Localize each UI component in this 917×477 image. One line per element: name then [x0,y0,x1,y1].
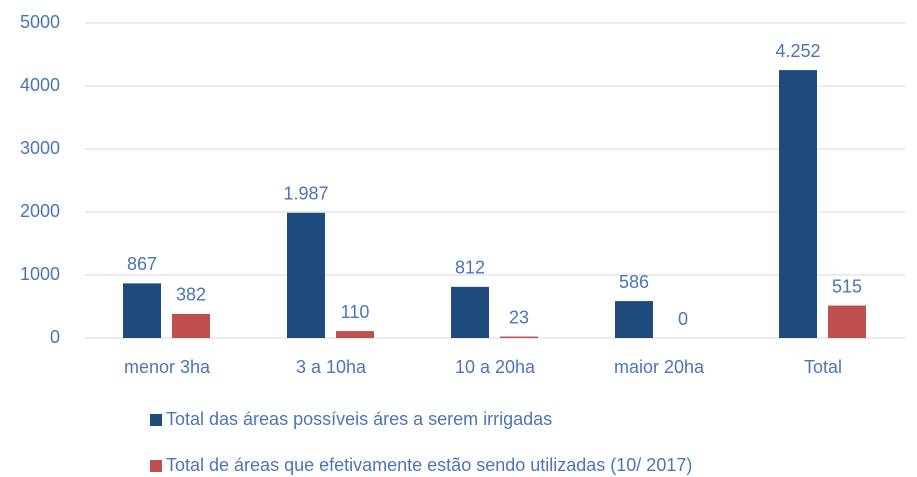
data-label: 382 [176,285,206,305]
bar [828,305,866,338]
data-label: 4.252 [775,41,820,61]
data-label: 23 [509,307,529,327]
y-tick-label: 1000 [20,264,60,284]
y-tick-label: 5000 [20,12,60,32]
bar [336,331,374,338]
bar [123,283,161,338]
legend-label: Total de áreas que efetivamente estão se… [166,455,692,475]
legend-swatch [150,460,162,472]
x-tick-label: 10 a 20ha [455,357,536,377]
y-tick-label: 3000 [20,138,60,158]
y-tick-label: 4000 [20,75,60,95]
legend-label: Total das áreas possíveis áres a serem i… [166,409,552,429]
bar [779,70,817,339]
data-label: 812 [455,258,485,278]
y-tick-label: 2000 [20,201,60,221]
x-tick-label: 3 a 10ha [296,357,367,377]
data-label: 1.987 [283,184,328,204]
bar [500,336,538,338]
bar [615,301,653,338]
x-tick-label: Total [804,357,842,377]
x-tick-label: menor 3ha [124,357,211,377]
y-tick-label: 0 [50,327,60,347]
data-label: 586 [619,272,649,292]
data-label: 867 [127,254,157,274]
bar [451,286,489,338]
bar [287,212,325,338]
data-label: 515 [832,276,862,296]
data-label: 110 [341,302,370,322]
legend-swatch [150,414,162,426]
bar [172,313,210,338]
x-tick-label: maior 20ha [614,357,705,377]
data-label: 0 [678,309,688,329]
